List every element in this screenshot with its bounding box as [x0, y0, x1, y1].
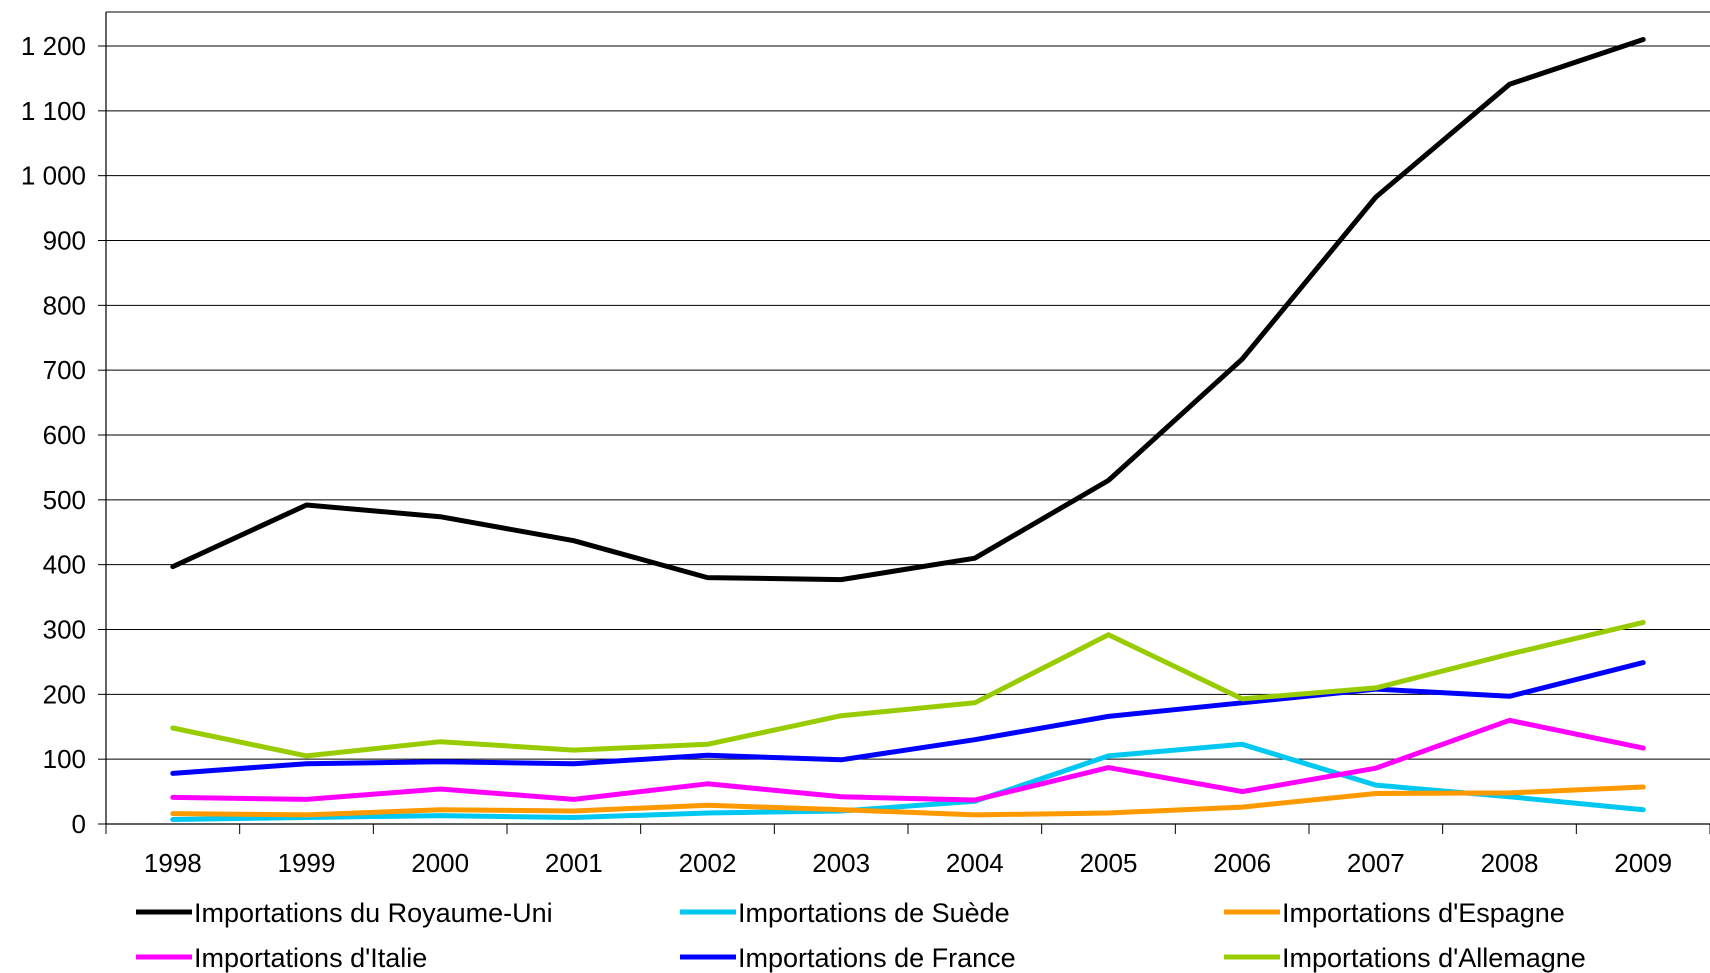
- x-axis: 1998 1999 2000 2001 2002 2003 2004 2005 2006 2007…: [105, 823, 1710, 878]
- series-line-5: [170, 660, 1646, 776]
- x-tick-label: 2008: [1481, 848, 1539, 878]
- y-tick-label: 0: [72, 809, 86, 839]
- y-tick-label: 300: [43, 615, 86, 645]
- legend-label: Importations d'Allemagne: [1282, 943, 1586, 973]
- series-line-2: [170, 741, 1646, 822]
- gridlines: [106, 11, 1710, 760]
- y-axis: 0 100 200 300 400 500 600 700 800 900 1 000 1 100 1 …: [21, 12, 107, 839]
- x-tick-label: 2002: [679, 848, 737, 878]
- legend-entry: Importations du Royaume-Uni: [136, 898, 553, 928]
- y-tick-label: 500: [43, 485, 86, 515]
- x-tick-label: 2004: [946, 848, 1004, 878]
- x-tick-label: 2007: [1347, 848, 1405, 878]
- legend-entry: Importations de Suède: [680, 898, 1010, 928]
- legend-entry: Importations d'Allemagne: [1224, 943, 1586, 973]
- series-line-6: [170, 619, 1646, 759]
- y-tick-label: 800: [43, 290, 86, 320]
- y-tick-label: 700: [43, 355, 86, 385]
- x-tick-label: 2006: [1213, 848, 1271, 878]
- y-tick-label: 1 000: [21, 161, 86, 191]
- legend-label: Importations de Suède: [738, 898, 1010, 928]
- x-tick-label: 2001: [545, 848, 603, 878]
- series-line-1: [170, 37, 1646, 583]
- legend-label: Importations de France: [738, 943, 1016, 973]
- x-tick-label: 1999: [278, 848, 336, 878]
- x-tick-label: 1998: [144, 848, 202, 878]
- y-tick-label: 1 200: [21, 31, 86, 61]
- y-tick-label: 400: [43, 550, 86, 580]
- x-tick-label: 2000: [411, 848, 469, 878]
- series-lines: [170, 37, 1646, 822]
- x-tick-label: 2009: [1614, 848, 1672, 878]
- y-tick-label: 900: [43, 226, 86, 256]
- x-tick-label: 2003: [812, 848, 870, 878]
- series-line-3: [170, 784, 1646, 818]
- legend-entry: Importations d'Espagne: [1224, 898, 1565, 928]
- legend-label: Importations du Royaume-Uni: [194, 898, 553, 928]
- x-tick-label: 2005: [1080, 848, 1138, 878]
- legend-label: Importations d'Italie: [194, 943, 427, 973]
- legend-label: Importations d'Espagne: [1282, 898, 1565, 928]
- y-tick-label: 1 100: [21, 96, 86, 126]
- legend-entry: Importations d'Italie: [136, 943, 427, 973]
- legend: Importations du Royaume-Uni Importations …: [136, 898, 1586, 973]
- series-line-4: [170, 717, 1646, 803]
- y-tick-label: 100: [43, 744, 86, 774]
- y-tick-label: 200: [43, 679, 86, 709]
- y-tick-label: 600: [43, 420, 86, 450]
- legend-entry: Importations de France: [680, 943, 1016, 973]
